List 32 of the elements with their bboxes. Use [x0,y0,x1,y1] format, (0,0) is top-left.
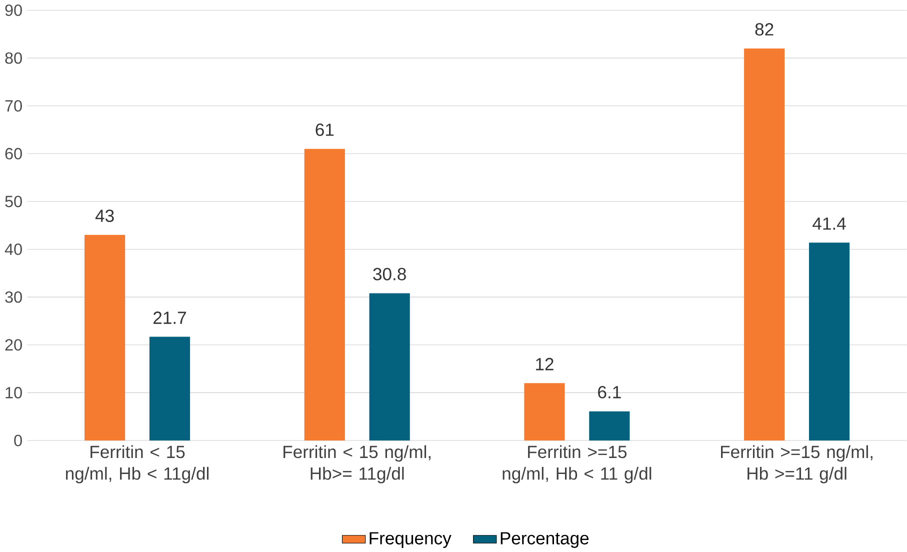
y-tick-label: 40 [4,244,22,256]
y-tick-label: 70 [5,100,22,112]
data-label: 6.1 [598,386,621,399]
y-tick-label: 0 [14,434,22,446]
bar [524,383,565,441]
data-label: 61 [316,124,334,136]
y-tick-label: 30 [5,291,22,303]
x-tick-label: Ferritin < 15 ng/ml, Hb < 11g/dl [66,445,209,484]
data-label: 30.8 [373,268,406,280]
y-tick-label: 90 [5,4,22,16]
bar [149,336,190,441]
data-label: 41.4 [812,218,846,230]
bar [744,48,785,441]
y-tick-label: 50 [5,196,22,208]
y-tick-label: 20 [5,339,22,351]
bar [589,411,630,441]
y-tick-label: 80 [5,52,22,64]
y-tick-label: 10 [6,387,22,399]
bar [84,235,126,441]
legend-label: Frequency [370,532,452,548]
legend-label: Percentage [500,532,589,548]
y-tick-label: 60 [5,148,22,160]
data-label: 21.7 [154,312,186,324]
x-tick-label: Ferritin >=15 ng/ml, Hb >=11 g/dl [721,445,872,484]
data-label: 12 [536,358,554,370]
bar [808,242,850,441]
bar [304,149,345,441]
bar [369,293,410,441]
x-tick-label: Ferritin >=15 ng/ml, Hb < 11 g/dl [502,445,652,484]
data-label: 43 [95,210,114,222]
data-label: 82 [755,23,774,36]
x-tick-label: Ferritin < 15 ng/ml, Hb>= 11g/dl [284,445,431,484]
